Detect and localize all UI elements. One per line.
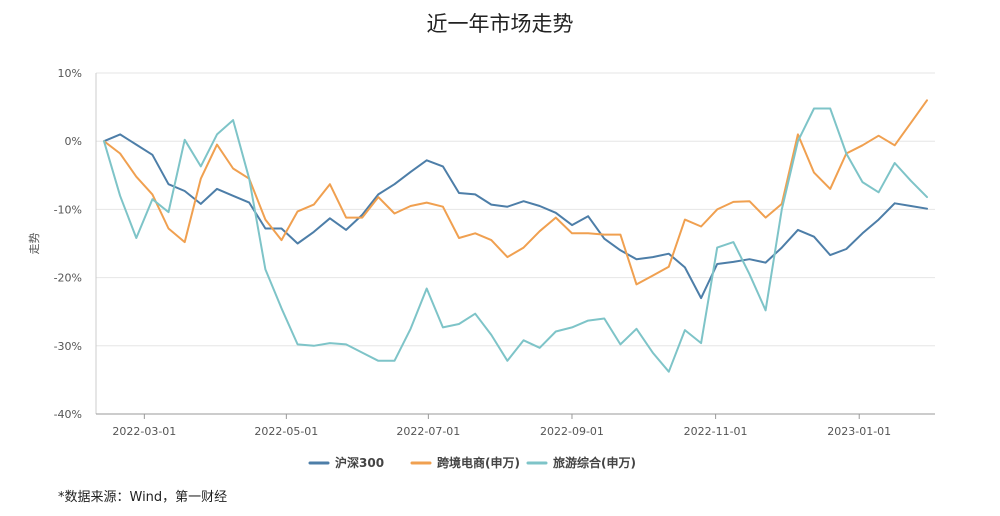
series-line-2 — [103, 99, 928, 286]
y-axis-label: 走势 — [28, 233, 41, 255]
source-note: *数据来源：Wind，第一财经 — [58, 490, 228, 505]
legend-label: 旅游综合(申万) — [553, 455, 636, 470]
series-line-1 — [103, 133, 928, 300]
y-tick-label: -40% — [54, 408, 82, 421]
legend-label: 跨境电商(申万) — [437, 455, 520, 470]
y-tick-label: 10% — [58, 67, 82, 80]
legend-label: 沪深300 — [335, 455, 384, 470]
y-tick-label: -10% — [54, 203, 82, 216]
legend: 沪深300 跨境电商(申万) 旅游综合(申万) — [308, 455, 636, 470]
y-tick-label: -30% — [54, 340, 82, 353]
x-tick-label: 2022-03-01 — [112, 425, 176, 438]
x-tick-label: 2022-11-01 — [684, 425, 748, 438]
y-tick-label: 0% — [65, 135, 82, 148]
x-tick-label: 2022-05-01 — [254, 425, 318, 438]
y-tick-label: -20% — [54, 272, 82, 285]
x-tick-label: 2022-09-01 — [540, 425, 604, 438]
x-tick-label: 2022-07-01 — [396, 425, 460, 438]
x-tick-label: 2023-01-01 — [827, 425, 891, 438]
series-line-3 — [103, 107, 928, 373]
grid-lines — [96, 72, 935, 415]
axes: 10% 0% -10% -20% -30% -40% 走势 2022-03-01 2022-05… — [28, 67, 935, 438]
chart-title: 近一年市场走势 — [426, 12, 574, 36]
series-lines — [103, 99, 928, 373]
